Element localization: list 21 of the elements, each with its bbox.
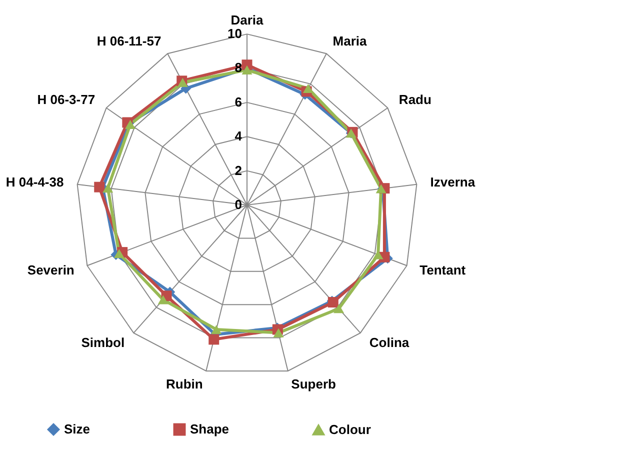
legend-label: Size xyxy=(64,422,90,437)
spoke-label: Colina xyxy=(369,335,410,350)
y-tick-label: 2 xyxy=(234,162,242,178)
y-tick-label: 6 xyxy=(234,94,242,110)
y-tick-label: 0 xyxy=(234,197,242,212)
spoke-label: Daria xyxy=(230,12,264,28)
spoke-label: Radu xyxy=(398,92,432,108)
spoke-label: Tentant xyxy=(420,262,466,278)
y-tick-label: 10 xyxy=(228,26,242,42)
spoke-label: Severin xyxy=(27,262,74,278)
spoke-label: Simbol xyxy=(81,335,125,350)
spoke-label: Superb xyxy=(291,376,336,392)
spoke-label: Izverna xyxy=(430,174,476,190)
spoke-label: H 04-4-38 xyxy=(6,174,64,190)
spoke-label: Rubin xyxy=(166,376,203,392)
legend-label: Shape xyxy=(190,422,230,437)
spoke-label: H 06-11-57 xyxy=(96,34,162,49)
y-tick-label: 4 xyxy=(234,128,243,144)
spoke-label: H 06-3-77 xyxy=(37,92,96,108)
legend-label: Colour xyxy=(329,422,371,437)
spoke-label: Maria xyxy=(332,34,368,49)
